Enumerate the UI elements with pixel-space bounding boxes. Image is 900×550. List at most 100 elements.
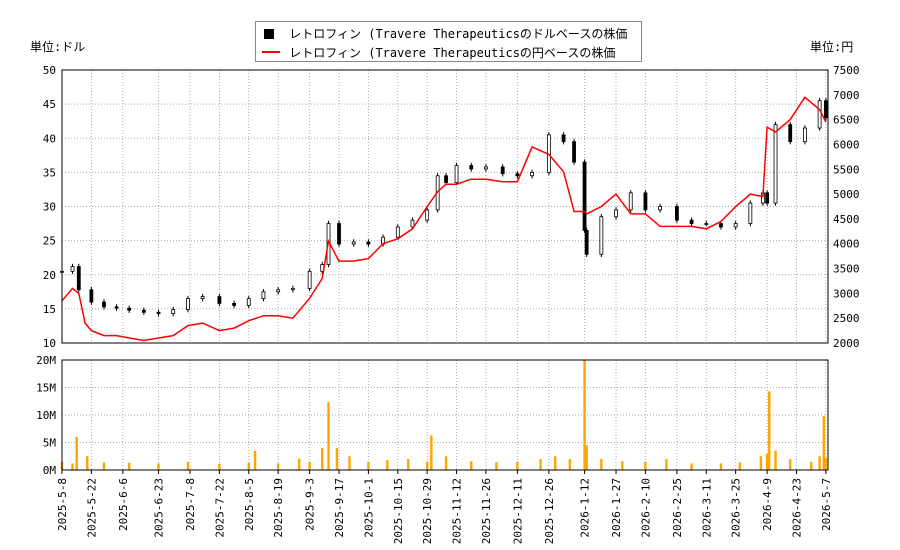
volume-bar — [253, 450, 257, 470]
price-candle — [156, 311, 161, 315]
volume-bar — [774, 450, 777, 470]
volume-bar — [335, 448, 339, 470]
volume-bar — [470, 461, 473, 470]
price-candle — [674, 206, 679, 221]
volume-bar — [600, 459, 603, 470]
price-candle — [817, 100, 822, 129]
price-candle — [824, 100, 828, 119]
x-tick-label: 2026-3-25 — [730, 478, 743, 538]
price-candle — [773, 124, 778, 204]
right-tick-label: 4500 — [833, 213, 860, 226]
price-candle — [395, 226, 400, 238]
volume-bar — [71, 463, 74, 470]
volume-bar — [247, 462, 250, 470]
price-candle — [719, 223, 723, 228]
legend-item-jpy: レトロフィン (Travere Therapeuticsの円ベースの株価 — [262, 44, 615, 60]
left-tick-label: 40 — [43, 132, 56, 145]
volume-bar — [824, 457, 828, 470]
volume-bar — [539, 459, 542, 470]
yen-price-line — [61, 96, 827, 342]
x-tick-label: 2025-10-29 — [421, 478, 434, 544]
legend-label-usd: レトロフィン (Travere Therapeuticsのドルベースの株価 — [289, 27, 628, 41]
x-tick-label: 2026-3-11 — [700, 478, 713, 538]
x-tick-label: 2025-9-3 — [304, 478, 317, 531]
legend-marker-line-icon — [262, 51, 280, 53]
price-candle — [444, 175, 448, 184]
volume-bar — [789, 459, 792, 470]
x-tick-label: 2025-12-11 — [511, 478, 524, 544]
x-tick-label: 2025-8-19 — [272, 478, 285, 538]
price-candle — [530, 171, 534, 177]
price-candle — [704, 223, 709, 225]
price-candle — [89, 289, 94, 303]
price-candle — [351, 241, 356, 245]
volume-tick-label: 10M — [36, 409, 56, 422]
x-tick-label: 2025-5-22 — [85, 478, 98, 538]
price-candle — [141, 309, 146, 313]
price-candle — [469, 165, 474, 170]
price-candle — [515, 173, 520, 177]
volume-bar — [516, 461, 519, 470]
volume-tick-label: 20M — [36, 354, 56, 367]
right-tick-label: 5500 — [833, 163, 860, 176]
volume-bar — [127, 462, 131, 470]
price-candle — [186, 298, 190, 310]
x-tick-label: 2025-10-1 — [362, 478, 375, 538]
price-candle — [561, 134, 566, 143]
x-tick-label: 2025-6-23 — [153, 478, 166, 538]
volume-bar — [568, 459, 572, 470]
volume-tick-label: 0M — [43, 464, 57, 477]
volume-bar — [553, 456, 557, 470]
left-tick-label: 10 — [43, 337, 56, 350]
volume-bar — [444, 456, 448, 470]
x-tick-label: 2026-2-10 — [639, 478, 652, 538]
price-candle — [484, 166, 488, 170]
price-candle — [599, 216, 604, 255]
volume-bar — [297, 458, 301, 470]
x-tick-label: 2025-7-22 — [213, 478, 226, 538]
price-candle — [246, 298, 251, 306]
price-candle — [658, 206, 663, 211]
price-candle — [582, 161, 587, 231]
price-candle — [788, 124, 793, 143]
legend-marker-square-icon — [264, 28, 274, 39]
x-tick-label: 2026-1-27 — [610, 478, 623, 538]
price-candle — [70, 266, 75, 272]
right-tick-label: 7000 — [833, 89, 860, 102]
price-candle — [114, 306, 119, 309]
left-tick-label: 45 — [43, 98, 56, 111]
price-candle — [689, 219, 694, 224]
price-candle — [643, 192, 648, 211]
x-tick-label: 2025-12-26 — [543, 478, 556, 544]
price-candle — [290, 287, 295, 291]
price-candle — [261, 291, 266, 300]
price-candle — [337, 223, 341, 245]
volume-bar — [765, 453, 769, 470]
legend-box: レトロフィン (Travere Therapeuticsのドルベースの株価 レト… — [255, 21, 642, 62]
price-candle — [733, 223, 738, 228]
volume-bar — [186, 461, 190, 470]
volume-bar — [644, 461, 647, 470]
volume-bar — [759, 456, 763, 470]
volume-bar — [425, 461, 429, 470]
price-candle — [232, 303, 236, 306]
volume-tick-label: 15M — [36, 382, 56, 395]
volume-bar — [276, 463, 280, 470]
price-candle — [76, 266, 81, 291]
left-tick-label: 20 — [43, 269, 56, 282]
right-tick-label: 7500 — [833, 64, 860, 77]
x-tick-label: 2025-10-15 — [392, 478, 405, 544]
volume-tick-label: 5M — [43, 437, 57, 450]
volume-bar — [102, 462, 106, 470]
right-tick-label: 2500 — [833, 312, 860, 325]
price-candle — [127, 307, 132, 311]
volume-bar — [719, 463, 723, 470]
right-tick-label: 6000 — [833, 138, 860, 151]
price-plot-frame — [61, 69, 829, 344]
price-candle — [500, 166, 505, 175]
volume-bar — [621, 461, 624, 470]
price-candle — [200, 296, 205, 300]
volume-bar — [348, 456, 351, 470]
volume-bar — [585, 445, 588, 470]
price-candle — [748, 202, 753, 224]
